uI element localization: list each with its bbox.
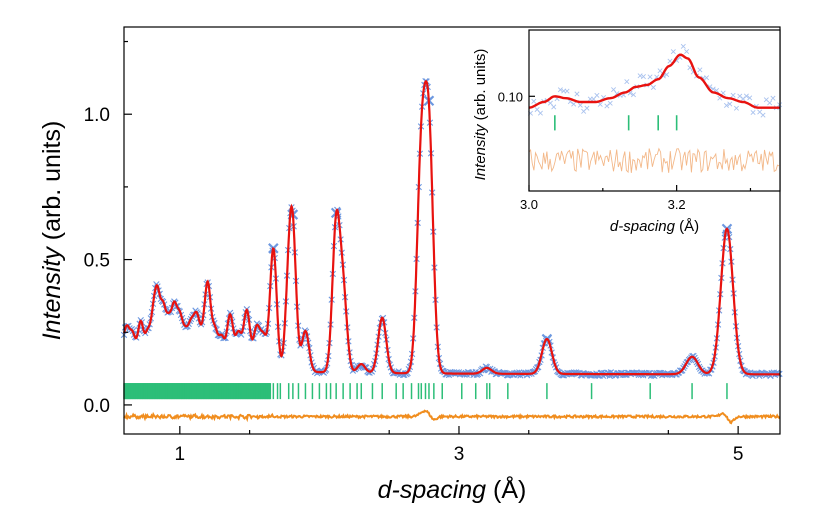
inset-observed-point-24 — [607, 100, 613, 106]
inset-x-axis-title: d-spacing (Å) — [610, 218, 699, 235]
main-plot: 1 3 5 0.0 0.5 1.0 d-spacing (Å) Intensity (ar… — [38, 26, 783, 504]
x-axis-title-main: d-spacing — [378, 476, 486, 504]
inset-reflection-tick-series — [554, 115, 678, 131]
x-axis-title-unit: (Å) — [486, 474, 526, 504]
inset-axes: 3.0 3.2 0.10 — [498, 89, 752, 212]
inset-observed-point-34 — [640, 74, 646, 80]
inset-observed-point-65 — [743, 93, 749, 99]
inset-observed-point-31 — [630, 92, 636, 98]
inset-observed-point-53 — [704, 75, 710, 81]
inset-calculated-line — [528, 53, 780, 109]
inset-observed-point-70 — [760, 112, 766, 118]
difference-line — [123, 409, 781, 425]
y-axis-title-unit: (arb. units) — [38, 121, 66, 247]
inset-y-axis-title-unit: (arb. units) — [472, 49, 489, 125]
inset-observed-point-72 — [767, 100, 773, 106]
inset-observed-point-47 — [684, 48, 690, 54]
inset-difference-line — [528, 147, 780, 174]
inset-observed-point-17 — [584, 105, 590, 111]
y-tick-label-1: 0.5 — [84, 251, 110, 272]
inset-observed-point-37 — [650, 84, 656, 90]
inset-observed-point-29 — [624, 79, 630, 85]
inset-observed-point-59 — [723, 102, 729, 108]
inset-observed-point-67 — [750, 110, 756, 116]
inset-observed-point-42 — [667, 58, 673, 64]
inset-observed-point-36 — [647, 74, 653, 80]
inset-x-axis-title-main: d-spacing — [610, 218, 676, 235]
inset-observed-point-21 — [597, 101, 603, 107]
inset-y-axis-title-main: Intensity — [472, 123, 489, 180]
inset-observed-point-46 — [680, 43, 686, 49]
inset-y-axis-title: Intensity (arb. units) — [472, 49, 489, 181]
inset-observed-point-14 — [574, 91, 580, 97]
inset-observed-point-7 — [551, 104, 557, 110]
inset-observed-point-11 — [564, 88, 570, 94]
y-tick-label-2: 1.0 — [84, 105, 110, 126]
reflection-tick-series — [123, 383, 728, 400]
inset-observed-point-43 — [670, 49, 676, 55]
inset-observed-point-51 — [697, 67, 703, 73]
x-tick-label-1: 3 — [454, 444, 465, 465]
y-axis-title: Intensity (arb. units) — [38, 121, 66, 341]
inset-background — [529, 30, 780, 191]
x-tick-label-0: 1 — [175, 444, 186, 465]
inset-observed-point-66 — [747, 95, 753, 101]
calculated-line — [122, 79, 780, 376]
inset-observed-point-73 — [770, 95, 776, 101]
inset-observed-point-1 — [531, 98, 537, 104]
inset-observed-point-25 — [611, 87, 617, 93]
inset-observed-point-60 — [727, 101, 733, 107]
x-axis-title: d-spacing (Å) — [378, 474, 527, 504]
inset-observed-point-63 — [737, 93, 743, 99]
inset-observed-point-20 — [594, 92, 600, 98]
x-tick-label-2: 5 — [733, 444, 744, 465]
inset-observed-point-3 — [537, 110, 543, 116]
inset-observed-point-41 — [664, 72, 670, 78]
inset-observed-point-62 — [733, 105, 739, 111]
y-axis-title-main: Intensity — [38, 246, 66, 341]
main-plot-frame — [123, 26, 781, 435]
inset-observed-point-13 — [571, 101, 577, 107]
inset-plot-frame — [528, 29, 781, 192]
inset-observed-point-39 — [657, 68, 663, 74]
inset-x-tick-label-0: 3.0 — [520, 197, 538, 212]
y-tick-label-0: 0.0 — [84, 396, 110, 417]
inset-observed-point-61 — [730, 92, 736, 98]
main-axes: 1 3 5 0.0 0.5 1.0 — [84, 40, 744, 465]
inset-y-tick-label-0: 0.10 — [498, 89, 523, 104]
inset-x-tick-label-1: 3.2 — [668, 197, 686, 212]
inset-observed-point-15 — [577, 102, 583, 108]
inset-x-axis-title-unit: (Å) — [675, 218, 699, 235]
inset-observed-point-9 — [557, 87, 563, 93]
inset-plot: 3.0 3.2 0.10 d-spacing (Å) Intensity (arb.… — [472, 29, 783, 235]
